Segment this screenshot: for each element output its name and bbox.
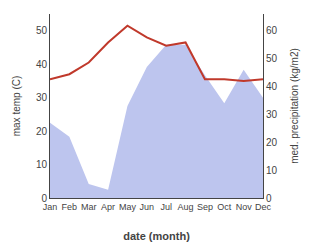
svg-text:Feb: Feb <box>62 202 78 212</box>
svg-text:10: 10 <box>266 165 278 176</box>
svg-text:Nov: Nov <box>236 202 253 212</box>
svg-text:Jul: Jul <box>160 202 172 212</box>
svg-text:20: 20 <box>266 137 278 148</box>
svg-text:Mar: Mar <box>81 202 97 212</box>
svg-text:date (month): date (month) <box>123 230 190 242</box>
svg-text:Dec: Dec <box>255 202 272 212</box>
svg-text:Oct: Oct <box>217 202 232 212</box>
svg-text:10: 10 <box>36 159 48 170</box>
svg-text:30: 30 <box>266 109 278 120</box>
svg-text:max temp (C): max temp (C) <box>11 76 22 137</box>
svg-text:0: 0 <box>41 193 47 204</box>
svg-text:Apr: Apr <box>101 202 115 212</box>
svg-text:May: May <box>119 202 137 212</box>
svg-text:Jan: Jan <box>43 202 58 212</box>
svg-text:Jun: Jun <box>140 202 155 212</box>
svg-text:30: 30 <box>36 92 48 103</box>
svg-text:20: 20 <box>36 126 48 137</box>
svg-text:40: 40 <box>36 59 48 70</box>
svg-text:40: 40 <box>266 81 278 92</box>
svg-text:60: 60 <box>266 25 278 36</box>
svg-text:Sep: Sep <box>197 202 213 212</box>
svg-text:med. precipitation (kg/m2): med. precipitation (kg/m2) <box>289 48 300 164</box>
svg-text:Aug: Aug <box>178 202 194 212</box>
svg-text:50: 50 <box>36 25 48 36</box>
svg-text:0: 0 <box>266 193 272 204</box>
svg-text:50: 50 <box>266 53 278 64</box>
